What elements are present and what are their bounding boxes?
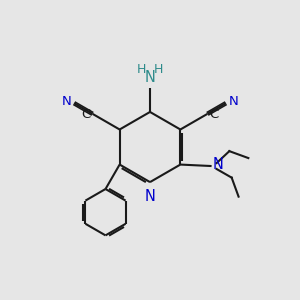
Text: N: N — [145, 70, 155, 85]
Text: N: N — [145, 189, 155, 204]
Text: N: N — [213, 158, 224, 172]
Text: C: C — [209, 108, 219, 121]
Text: N: N — [62, 95, 72, 109]
Text: N: N — [228, 95, 238, 109]
Text: H: H — [137, 63, 146, 76]
Text: C: C — [81, 108, 91, 121]
Text: H: H — [154, 63, 163, 76]
